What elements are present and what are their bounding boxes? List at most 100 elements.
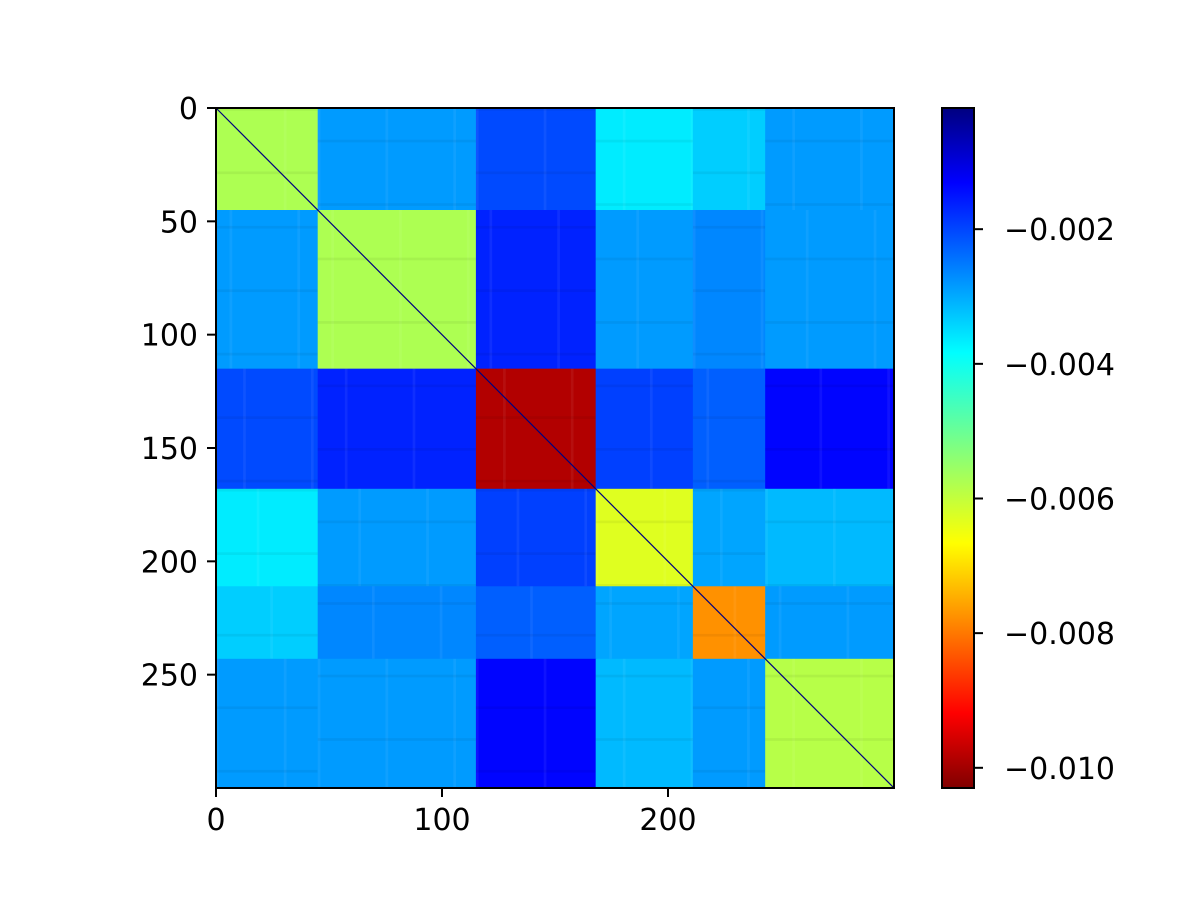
- heatmap-block: [475, 210, 597, 370]
- texture-stripe: [475, 552, 596, 555]
- texture-stripe: [873, 210, 877, 369]
- texture-stripe: [475, 225, 596, 229]
- texture-stripe: [765, 384, 894, 388]
- texture-stripe: [692, 225, 766, 229]
- heatmap-block: [216, 368, 319, 490]
- texture-stripe: [778, 586, 782, 659]
- colorbar-tick-label: −0.010: [1004, 752, 1115, 787]
- texture-stripe: [317, 674, 476, 678]
- y-tick-label: 100: [141, 319, 198, 354]
- texture-stripe: [310, 368, 314, 489]
- texture-stripe: [317, 321, 476, 324]
- texture-stripe: [216, 488, 318, 492]
- heatmap-block: [475, 586, 597, 660]
- texture-stripe: [317, 384, 476, 388]
- heatmap-block: [595, 210, 694, 370]
- texture-stripe: [475, 769, 596, 773]
- texture-stripe: [595, 448, 693, 451]
- texture-stripe: [344, 368, 348, 489]
- y-tick-label: 250: [141, 659, 198, 694]
- y-tick-label: 150: [141, 432, 198, 467]
- texture-stripe: [371, 586, 375, 659]
- texture-stripe: [216, 225, 318, 229]
- texture-stripe: [439, 586, 443, 659]
- texture-stripe: [747, 658, 750, 788]
- texture-stripe: [792, 658, 796, 788]
- texture-stripe: [331, 210, 334, 369]
- heatmap-block: [317, 368, 477, 490]
- texture-stripe: [475, 108, 479, 210]
- texture-stripe: [765, 584, 894, 587]
- texture-stripe: [475, 658, 479, 788]
- texture-stripe: [692, 352, 766, 356]
- texture-stripe: [453, 658, 457, 788]
- texture-stripe: [317, 203, 476, 206]
- texture-stripe: [557, 210, 560, 369]
- texture-stripe: [846, 586, 850, 659]
- heatmap-block: [595, 586, 694, 660]
- texture-stripe: [216, 108, 318, 111]
- heatmap-block: [317, 586, 477, 660]
- heatmap-block: [595, 108, 694, 211]
- heatmap-block: [216, 488, 319, 587]
- texture-stripe: [270, 586, 273, 659]
- texture-stripe: [399, 210, 402, 369]
- texture-stripe: [570, 368, 574, 489]
- texture-stripe: [256, 488, 260, 587]
- heatmap-block: [475, 488, 597, 587]
- texture-stripe: [819, 368, 823, 489]
- texture-stripe: [283, 658, 287, 788]
- heatmap-block: [216, 586, 319, 660]
- heatmap-block: [765, 210, 895, 370]
- texture-stripe: [475, 108, 596, 111]
- texture-stripe: [475, 479, 596, 483]
- texture-stripe: [516, 488, 520, 587]
- texture-stripe: [216, 552, 318, 555]
- y-tick-label: 50: [160, 205, 198, 240]
- texture-stripe: [765, 448, 894, 451]
- texture-stripe: [692, 171, 766, 175]
- diagonal-line: [215, 107, 895, 789]
- heatmap-block: [692, 108, 766, 211]
- heatmap-block: [317, 108, 477, 211]
- texture-stripe: [860, 108, 863, 210]
- texture-stripe: [216, 658, 219, 788]
- texture-stripe: [475, 352, 596, 356]
- texture-stripe: [692, 108, 766, 111]
- texture-stripe: [466, 210, 470, 369]
- texture-stripe: [765, 321, 894, 324]
- colorbar-tick-label: −0.004: [1004, 348, 1115, 383]
- texture-stripe: [765, 139, 894, 143]
- texture-stripe: [317, 738, 476, 741]
- texture-stripe: [747, 108, 750, 210]
- heatmap-diagonal: [215, 107, 895, 789]
- texture-stripe: [317, 448, 476, 451]
- heatmap-block: [692, 658, 766, 789]
- texture-stripe: [385, 658, 389, 788]
- texture-stripe: [317, 602, 476, 605]
- texture-stripe: [690, 658, 694, 788]
- texture-stripe: [317, 658, 321, 788]
- texture-stripe: [692, 633, 766, 637]
- heatmap-block: [692, 210, 766, 370]
- colorbar: [942, 108, 974, 788]
- texture-stripe: [595, 520, 693, 524]
- heatmap-block: [595, 368, 694, 490]
- texture-stripe: [765, 520, 894, 524]
- texture-stripe: [765, 738, 894, 741]
- texture-stripe: [677, 586, 680, 659]
- texture-stripe: [358, 488, 362, 587]
- texture-stripe: [595, 257, 693, 261]
- texture-stripe: [636, 210, 640, 369]
- texture-stripe: [595, 584, 693, 587]
- texture-stripe: [543, 108, 547, 210]
- y-tick-label: 200: [141, 545, 198, 580]
- heatmap-block: [317, 658, 477, 789]
- texture-stripe: [765, 203, 894, 206]
- texture-stripe: [609, 586, 612, 659]
- colorbar-tick-label: −0.006: [1004, 482, 1115, 517]
- colorbar-axis: −0.002 −0.004 −0.006 −0.008 −0.010: [974, 213, 1115, 787]
- texture-stripe: [649, 368, 653, 489]
- texture-stripe: [503, 368, 506, 489]
- heatmap-block: [692, 488, 766, 587]
